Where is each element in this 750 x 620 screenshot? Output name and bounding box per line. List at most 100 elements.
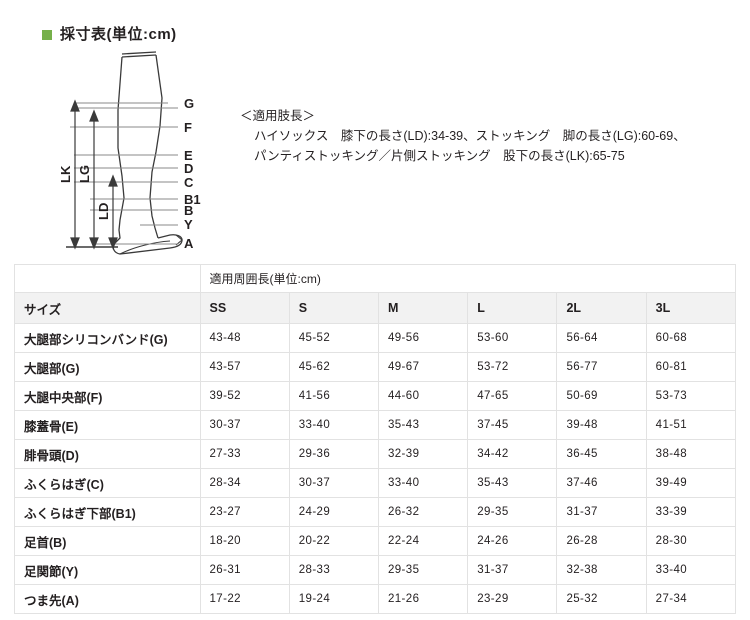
- green-square-bullet-icon: [42, 29, 52, 40]
- cell-value: 45-62: [288, 352, 379, 382]
- cell-value: 27-33: [199, 439, 290, 469]
- leg-measurement-diagram: G F E D C B1 B Y A: [0, 48, 240, 263]
- cell-value: 33-40: [288, 410, 379, 440]
- diagram-label-B1: B1: [184, 192, 201, 207]
- cell-value: 41-56: [288, 381, 379, 411]
- cell-value: 49-56: [377, 323, 469, 353]
- diagram-label-F: F: [184, 120, 192, 135]
- table-row: 大腿部(G) 43-57 45-62 49-67 53-72 56-77 60-…: [14, 352, 737, 382]
- cell-value: 19-24: [288, 584, 379, 614]
- diagram-label-E: E: [184, 148, 193, 163]
- cell-value: 37-46: [556, 468, 647, 498]
- cell-value: 32-38: [556, 555, 647, 585]
- cell-value: 24-29: [288, 497, 379, 527]
- cell-value: 28-33: [288, 555, 379, 585]
- cell-value: 49-67: [377, 352, 469, 382]
- cell-value: 33-40: [645, 555, 737, 585]
- cell-value: 28-30: [645, 526, 737, 556]
- column-header-size: サイズ: [14, 292, 201, 324]
- cell-value: 38-48: [645, 439, 737, 469]
- page-title: 採寸表(単位:cm): [42, 27, 177, 42]
- cell-value: 20-22: [288, 526, 379, 556]
- cell-value: 39-48: [556, 410, 647, 440]
- unit-header-label: 適用周囲長(単位:cm): [199, 264, 736, 293]
- row-label: 大腿中央部(F): [14, 381, 201, 411]
- diagram-label-G: G: [184, 96, 194, 111]
- row-label: つま先(A): [14, 584, 201, 614]
- cell-value: 53-72: [467, 352, 558, 382]
- table-row: 大腿部シリコンバンド(G) 43-48 45-52 49-56 53-60 56…: [14, 323, 737, 353]
- cell-value: 53-60: [467, 323, 558, 353]
- cell-value: 34-42: [467, 439, 558, 469]
- cell-value: 39-52: [199, 381, 290, 411]
- table-row: 足首(B) 18-20 20-22 22-24 24-26 26-28 28-3…: [14, 526, 737, 556]
- cell-value: 23-27: [199, 497, 290, 527]
- cell-value: 37-45: [467, 410, 558, 440]
- note-heading: ＜適用肢長＞: [240, 109, 316, 123]
- cell-value: 31-37: [467, 555, 558, 585]
- row-label: ふくらはぎ下部(B1): [14, 497, 201, 527]
- row-label: 大腿部シリコンバンド(G): [14, 323, 201, 353]
- cell-value: 43-57: [199, 352, 290, 382]
- diagram-label-LD: LD: [96, 203, 111, 220]
- unit-header-blank-cell: [14, 264, 201, 293]
- cell-value: 35-43: [467, 468, 558, 498]
- cell-value: 21-26: [377, 584, 469, 614]
- cell-value: 36-45: [556, 439, 647, 469]
- cell-value: 23-29: [467, 584, 558, 614]
- column-header-3l: 3L: [645, 292, 737, 324]
- size-measurement-table: 適用周囲長(単位:cm) サイズ SS S M L 2L 3L 大腿部シリコンバ…: [14, 264, 737, 614]
- cell-value: 56-77: [556, 352, 647, 382]
- row-label: ふくらはぎ(C): [14, 468, 201, 498]
- cell-value: 33-39: [645, 497, 737, 527]
- diagram-label-B: B: [184, 203, 193, 218]
- cell-value: 29-35: [377, 555, 469, 585]
- table-row: 大腿中央部(F) 39-52 41-56 44-60 47-65 50-69 5…: [14, 381, 737, 411]
- column-header-ss: SS: [199, 292, 290, 324]
- cell-value: 27-34: [645, 584, 737, 614]
- cell-value: 41-51: [645, 410, 737, 440]
- cell-value: 60-68: [645, 323, 737, 353]
- cell-value: 24-26: [467, 526, 558, 556]
- table-row: つま先(A) 17-22 19-24 21-26 23-29 25-32 27-…: [14, 584, 737, 614]
- cell-value: 26-32: [377, 497, 469, 527]
- table-size-header-row: サイズ SS S M L 2L 3L: [14, 292, 737, 324]
- table-row: ふくらはぎ(C) 28-34 30-37 33-40 35-43 37-46 3…: [14, 468, 737, 498]
- cell-value: 47-65: [467, 381, 558, 411]
- cell-value: 18-20: [199, 526, 290, 556]
- cell-value: 50-69: [556, 381, 647, 411]
- cell-value: 29-36: [288, 439, 379, 469]
- cell-value: 26-31: [199, 555, 290, 585]
- cell-value: 32-39: [377, 439, 469, 469]
- column-header-l: L: [467, 292, 558, 324]
- table-row: 腓骨頭(D) 27-33 29-36 32-39 34-42 36-45 38-…: [14, 439, 737, 469]
- cell-value: 31-37: [556, 497, 647, 527]
- diagram-label-LG: LG: [77, 165, 92, 183]
- cell-value: 28-34: [199, 468, 290, 498]
- diagram-label-D: D: [184, 161, 193, 176]
- table-unit-header-row: 適用周囲長(単位:cm): [14, 264, 736, 293]
- cell-value: 29-35: [467, 497, 558, 527]
- diagram-label-LK: LK: [58, 165, 73, 183]
- cell-value: 30-37: [288, 468, 379, 498]
- note-line-1: ハイソックス 膝下の長さ(LD):34-39、ストッキング 脚の長さ(LG):6…: [254, 129, 686, 143]
- row-label: 足関節(Y): [14, 555, 201, 585]
- diagram-label-Y: Y: [184, 217, 193, 232]
- row-label: 膝蓋骨(E): [14, 410, 201, 440]
- cell-value: 56-64: [556, 323, 647, 353]
- cell-value: 53-73: [645, 381, 737, 411]
- column-header-2l: 2L: [556, 292, 647, 324]
- cell-value: 22-24: [377, 526, 469, 556]
- applicable-limb-length-note: ＜適用肢長＞ ハイソックス 膝下の長さ(LD):34-39、ストッキング 脚の長…: [240, 106, 686, 166]
- row-label: 大腿部(G): [14, 352, 201, 382]
- cell-value: 30-37: [199, 410, 290, 440]
- diagram-label-A: A: [184, 236, 194, 251]
- cell-value: 43-48: [199, 323, 290, 353]
- table-row: ふくらはぎ下部(B1) 23-27 24-29 26-32 29-35 31-3…: [14, 497, 737, 527]
- table-row: 膝蓋骨(E) 30-37 33-40 35-43 37-45 39-48 41-…: [14, 410, 737, 440]
- cell-value: 33-40: [377, 468, 469, 498]
- cell-value: 25-32: [556, 584, 647, 614]
- note-line-2: パンティストッキング／片側ストッキング 股下の長さ(LK):65-75: [254, 149, 625, 163]
- cell-value: 60-81: [645, 352, 737, 382]
- cell-value: 26-28: [556, 526, 647, 556]
